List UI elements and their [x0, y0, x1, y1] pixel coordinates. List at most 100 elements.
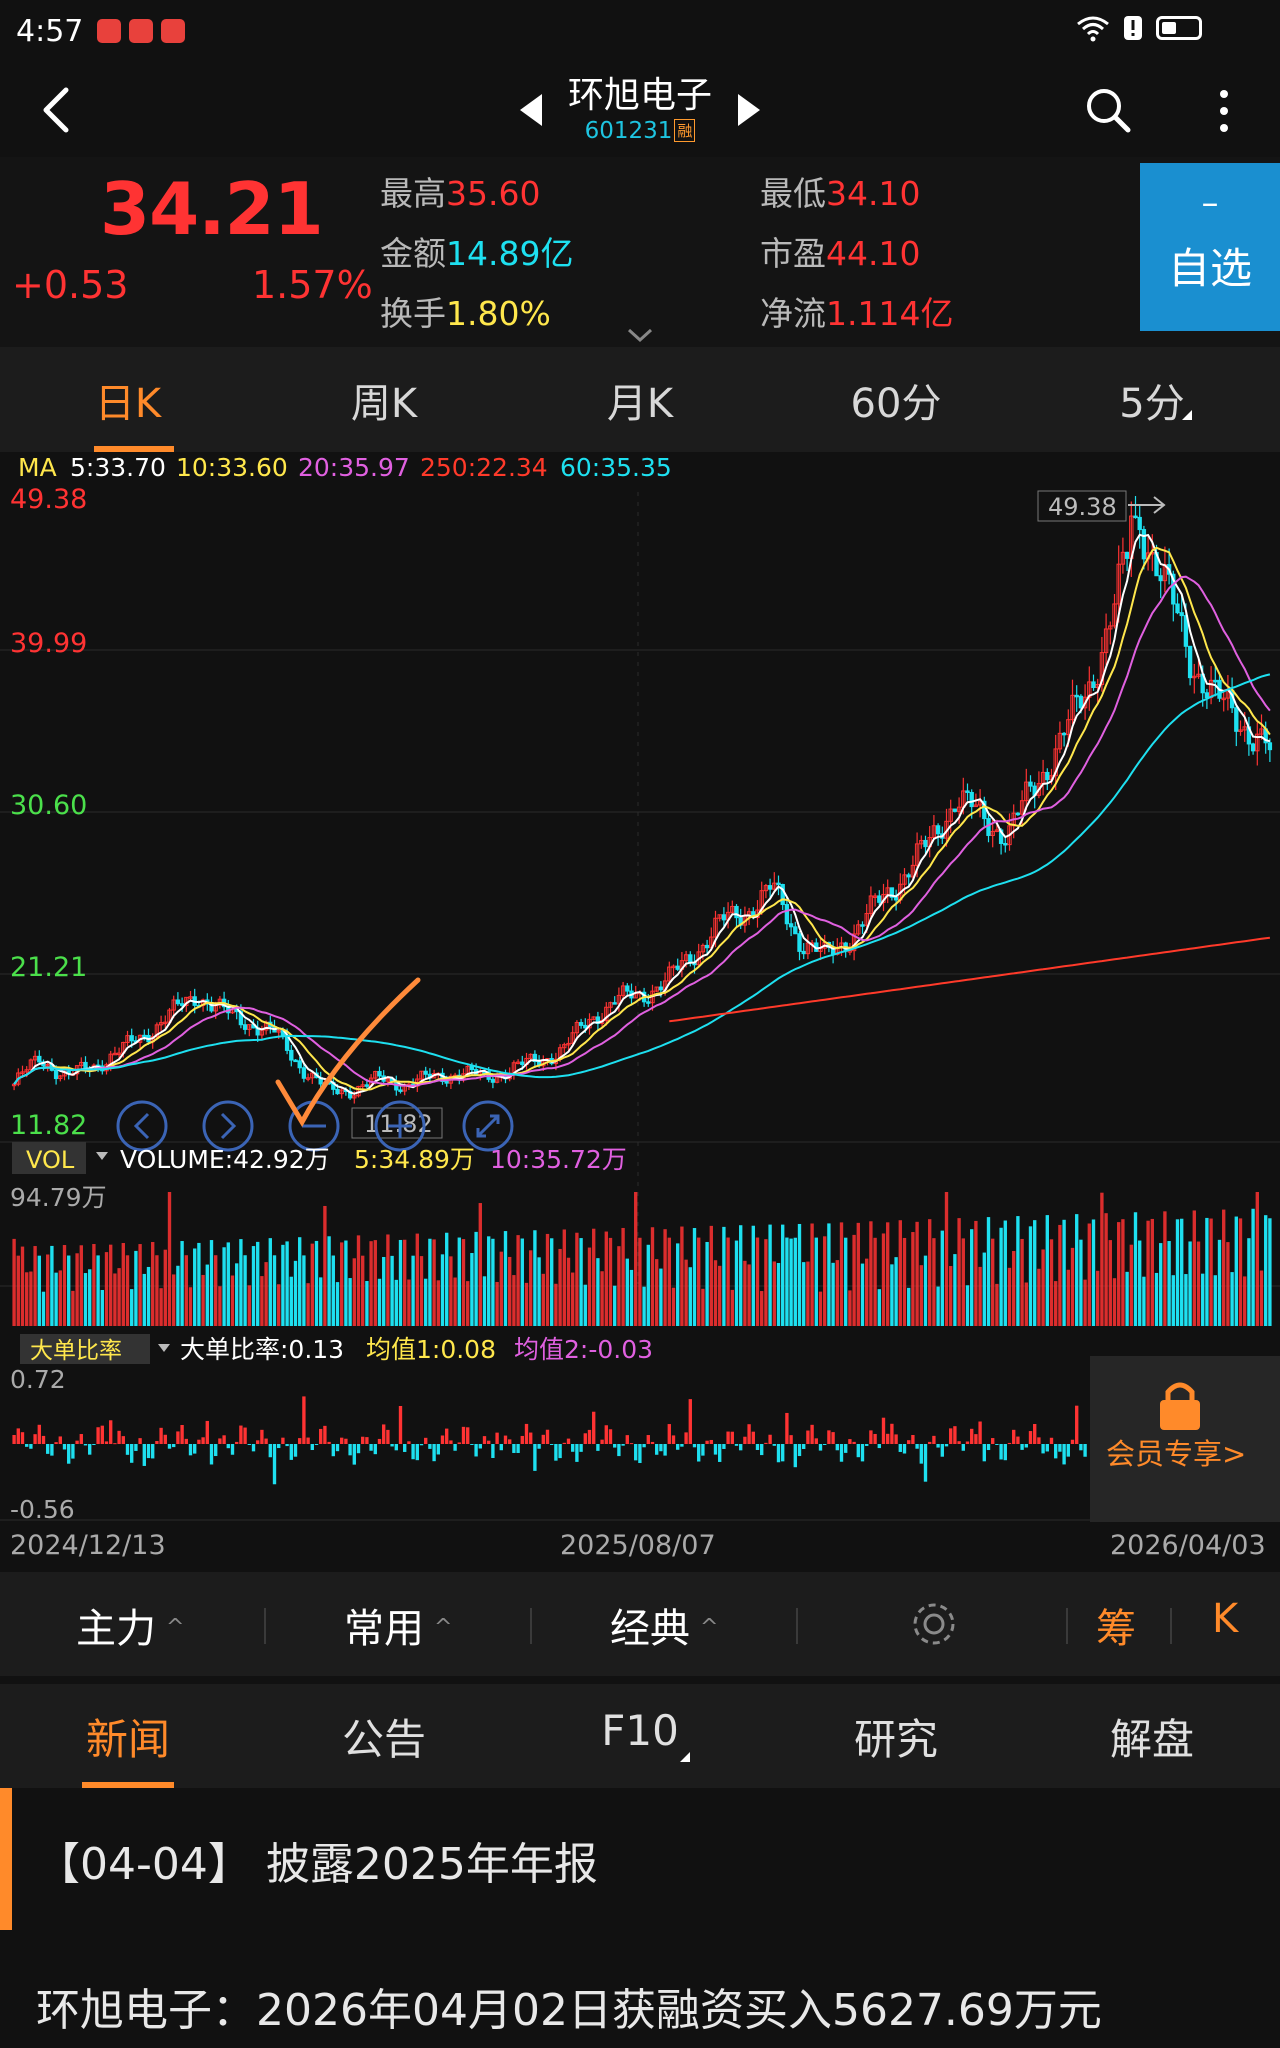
- news-item[interactable]: 环旭电子：2026年04月02日获融资买入5627.69万元: [36, 1985, 1102, 2036]
- more-icon[interactable]: [1206, 86, 1242, 136]
- candle-body: [902, 874, 907, 885]
- ratio-indicator-box[interactable]: [20, 1334, 150, 1364]
- ratio-bar: [382, 1424, 386, 1444]
- volume-bar: [642, 1286, 646, 1326]
- back-icon[interactable]: [30, 82, 86, 138]
- ratio-bar: [407, 1441, 411, 1444]
- stock-code: 601231: [584, 118, 673, 144]
- member-lock-overlay[interactable]: 会员专享>: [1090, 1356, 1280, 1522]
- ratio-y-bottom: -0.56: [10, 1495, 75, 1524]
- volume-bar: [533, 1230, 537, 1326]
- max-marker-label: 49.38: [1048, 493, 1117, 521]
- prev-stock-icon[interactable]: [516, 92, 546, 128]
- vol-indicator-box[interactable]: [12, 1142, 86, 1174]
- ratio-bar: [697, 1444, 701, 1462]
- volume-bar: [726, 1237, 730, 1326]
- ratio-bar: [386, 1429, 390, 1444]
- ratio-bar: [361, 1436, 365, 1444]
- volume-bar: [142, 1273, 146, 1326]
- indicator-classic[interactable]: 经典 ^: [610, 1596, 718, 1654]
- volume-bar: [1091, 1219, 1096, 1326]
- candle-body: [667, 966, 672, 982]
- chevron-up-icon: ^: [700, 1615, 719, 1640]
- stat-netflow-label: 净流: [760, 294, 826, 333]
- candle-body: [1250, 743, 1256, 752]
- tab-daily-k[interactable]: 日K: [0, 347, 256, 452]
- chevron-down-icon[interactable]: [626, 327, 654, 343]
- volume-bar: [827, 1223, 831, 1326]
- chart-next-button[interactable]: [202, 1100, 254, 1152]
- volume-bar: [386, 1234, 390, 1326]
- tab-5min[interactable]: 5分: [1024, 347, 1280, 452]
- chart-fullscreen-button[interactable]: [462, 1100, 514, 1152]
- tab-research[interactable]: 研究: [853, 1715, 938, 1764]
- candle-body: [335, 1088, 340, 1095]
- chart-prev-button[interactable]: [116, 1100, 168, 1152]
- ratio-bar: [20, 1432, 25, 1444]
- ratio-avg2: 均值2:-0.03: [514, 1335, 653, 1364]
- stat-turnover-label: 换手: [380, 294, 446, 333]
- indicator-main-force[interactable]: 主力 ^: [76, 1596, 184, 1654]
- tab-analysis[interactable]: 解盘: [1109, 1715, 1194, 1764]
- next-stock-icon[interactable]: [734, 92, 764, 128]
- quote-panel: 34.21 +0.53 1.57% 最高35.60 最低34.10 金额14.8…: [0, 157, 1280, 347]
- ratio-bar: [986, 1444, 991, 1451]
- ratio-bar: [734, 1444, 739, 1446]
- ma5-line: [13, 533, 1271, 1095]
- tab-f10[interactable]: F10: [601, 1706, 679, 1755]
- tab-monthly-k[interactable]: 月K: [606, 381, 674, 427]
- volume-bar: [684, 1259, 688, 1326]
- tab-60min[interactable]: 60分: [850, 381, 942, 427]
- ratio-bar: [1020, 1444, 1024, 1450]
- volume-bar: [176, 1265, 180, 1326]
- kline-chart-area[interactable]: MA 5:33.70 10:33.60 20:35.97 250:22.34 6…: [0, 452, 1280, 1572]
- tab-weekly-k[interactable]: 周K: [350, 381, 418, 427]
- vol-dropdown-icon[interactable]: [96, 1152, 108, 1160]
- volume-bar: [12, 1238, 16, 1326]
- kline-toggle-button[interactable]: K: [1212, 1596, 1239, 1642]
- volume-bar: [243, 1255, 247, 1326]
- indicator-common[interactable]: 常用 ^: [344, 1596, 452, 1654]
- volume-bar: [491, 1238, 495, 1326]
- chip-distribution-button[interactable]: 筹: [1096, 1606, 1136, 1652]
- candle-body: [990, 830, 995, 836]
- remove-watchlist-button[interactable]: – 自选: [1140, 163, 1280, 331]
- main-grid: [0, 492, 1280, 1521]
- volume-bar: [436, 1280, 440, 1326]
- tab-news[interactable]: 新闻: [0, 1684, 256, 1788]
- chart-zoom-in-button[interactable]: [374, 1100, 426, 1152]
- ratio-bar: [331, 1444, 335, 1457]
- volume-bar: [986, 1217, 991, 1326]
- news-item[interactable]: 【04-04】 披露2025年年报: [36, 1839, 598, 1890]
- volume-bar: [289, 1276, 293, 1326]
- ratio-bar: [281, 1437, 285, 1444]
- ratio-bar: [844, 1444, 848, 1453]
- tab-announcements[interactable]: 公告: [341, 1715, 426, 1764]
- ratio-dropdown-icon[interactable]: [158, 1344, 170, 1352]
- kline-chart[interactable]: MA 5:33.70 10:33.60 20:35.97 250:22.34 6…: [0, 452, 1280, 1572]
- app-notification-icon: [97, 19, 122, 43]
- candle-body: [1259, 728, 1264, 735]
- candle-body: [973, 804, 979, 808]
- volume-bar: [608, 1237, 613, 1326]
- candle-body: [788, 923, 794, 928]
- ratio-bar: [453, 1444, 457, 1451]
- volume-bar: [508, 1256, 512, 1326]
- candle-body: [604, 1006, 609, 1022]
- search-icon[interactable]: [1082, 84, 1134, 136]
- ratio-bar: [781, 1444, 785, 1462]
- volume-bar: [1171, 1275, 1175, 1326]
- ratio-bar: [172, 1444, 176, 1448]
- ratio-bar: [197, 1439, 201, 1444]
- volume-bar: [949, 1266, 953, 1326]
- ratio-bar: [117, 1430, 121, 1444]
- ratio-bar: [193, 1444, 197, 1454]
- ratio-bar: [264, 1438, 268, 1444]
- volume-bar: [781, 1224, 785, 1326]
- candle-body: [1066, 719, 1071, 736]
- ratio-bar: [180, 1425, 184, 1444]
- ratio-bar: [688, 1399, 692, 1444]
- gear-icon[interactable]: [908, 1598, 960, 1650]
- ratio-bar: [356, 1444, 361, 1454]
- stat-pe-label: 市盈: [760, 234, 826, 273]
